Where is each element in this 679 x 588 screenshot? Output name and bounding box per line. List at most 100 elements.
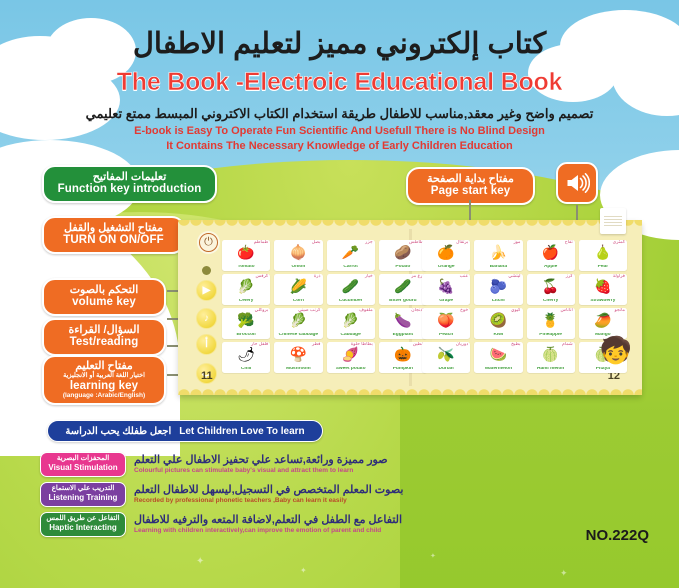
item-card-label-arabic: بروكلي (254, 308, 269, 312)
item-card-image: 🥒 (394, 278, 412, 294)
item-card-label-english: Tomato (237, 265, 255, 270)
item-card[interactable]: كيوي 🥝 Kiwi (474, 308, 523, 339)
callout-page-start-key-english: Page start key (430, 185, 511, 198)
item-card[interactable]: أناناس 🍍 Pineapple (526, 308, 575, 339)
book-top-edge (178, 220, 642, 229)
item-card-label-english: Celery (238, 299, 254, 304)
page-number-right: 12 (607, 370, 620, 382)
callout-volume-key: التحكم بالصوت volume key (42, 278, 166, 317)
callout-function-key-arabic: تعليمات المفاتيح (92, 171, 167, 183)
item-card-label-arabic: فاكهة التنين (603, 342, 625, 346)
item-card[interactable]: فلفل حار 🌶 Chili (222, 342, 271, 373)
item-card-label-english: Chili (240, 367, 252, 372)
item-card[interactable]: خوخ 🍑 Peach (422, 308, 471, 339)
item-card-label-arabic: شمام (562, 342, 573, 346)
power-button[interactable]: ⏻ (199, 233, 218, 252)
page-title-english: The Book -Electroic Educational Book (116, 68, 563, 97)
item-card-image: 🫒 (437, 346, 455, 362)
item-card[interactable]: مانجو 🥭 Mango (578, 308, 627, 339)
item-card-label-arabic: دوريان (455, 342, 469, 346)
item-card-label-arabic: موز (513, 240, 521, 244)
item-card-label-arabic: تفاح (564, 240, 573, 244)
item-card-image: 🥬 (289, 312, 308, 328)
tagline-arabic: اجعل طفلك يحب الدراسة (65, 425, 172, 437)
item-card-image: 🌶 (237, 346, 256, 362)
badge-haptic-interacting: التفاعل عن طريق اللمس Haptic Interacting (40, 512, 126, 537)
item-card-label-arabic: قرع مر (411, 274, 425, 278)
item-card[interactable]: كرز 🍒 Cherry (526, 274, 575, 305)
callout-page-start-key-arabic: مفتاح بداية الصفحة (427, 173, 514, 185)
item-card[interactable]: كرفس 🥬 Celery (222, 274, 271, 305)
item-card[interactable]: عنب 🍇 Grape (422, 274, 471, 305)
feature-row-haptic-interacting: التفاعل عن طريق اللمس Haptic Interacting… (40, 512, 402, 537)
item-card[interactable]: فطر 🍄 Mushroom (274, 342, 323, 373)
item-card[interactable]: قرع مر 🥒 Bitter gourd (378, 274, 427, 305)
item-card[interactable]: جزر 🥕 Carrot (326, 240, 375, 271)
item-card-label-arabic: ملفوف (359, 308, 373, 312)
item-card-image: 🫐 (489, 278, 508, 294)
item-card-label-english: Cherry (542, 299, 559, 304)
item-card-label-arabic: أناناس (560, 308, 573, 312)
item-card[interactable]: كمثرى 🍐 Pear (578, 240, 627, 271)
volume-key-button[interactable]: ▶ (196, 280, 217, 301)
item-card-image: 🍊 (437, 244, 455, 260)
item-card-label-arabic: كيوي (510, 308, 521, 312)
model-number: NO.222Q (585, 527, 649, 544)
item-card[interactable]: شمام 🍈 Hami melon (526, 342, 575, 373)
subtitle-arabic: تصميم واضح وغير معقد,مناسب للاطفال طريقة… (85, 106, 594, 121)
learning-key-button-a[interactable]: أ (196, 334, 217, 355)
item-card[interactable]: فاكهة التنين 🍈 Pitaya (578, 342, 627, 373)
item-card[interactable]: برتقال 🍊 Orange (422, 240, 471, 271)
item-card[interactable]: باذنجان 🍆 Eggplant (378, 308, 427, 339)
item-card-label-arabic: كرنب صيني (298, 308, 321, 312)
sparkle-decoration: ✦ (196, 556, 205, 567)
callout-turn-on-off-arabic: مفتاح التشغيل والقفل (63, 222, 164, 234)
speaker-icon (556, 162, 598, 204)
item-card-label-arabic: خيار (364, 274, 373, 278)
item-card-image: 🥬 (237, 278, 255, 294)
item-card-label-arabic: مانجو (614, 308, 625, 312)
item-card[interactable]: بروكلي 🥦 Broccoli (222, 308, 271, 339)
item-card-label-english: Eggplant (392, 333, 414, 338)
item-card[interactable]: موز 🍌 Banana (474, 240, 523, 271)
callout-learning-key: مفتاح التعليم اختيار اللغة العربية أو ال… (42, 355, 166, 405)
item-card-image: 🥦 (237, 312, 255, 328)
item-card[interactable]: ذرة 🌽 Corn (274, 274, 323, 305)
item-card[interactable]: يقطين 🎃 Pumpkin (378, 342, 427, 373)
item-card[interactable]: بطيخ 🍉 Watermelon (474, 342, 523, 373)
item-card[interactable]: ليتشي 🫐 Litchi (474, 274, 523, 305)
bookmark-icon (600, 208, 626, 234)
test-reading-key-button[interactable]: ♪ (196, 308, 217, 329)
item-card-image: 🍉 (489, 346, 508, 362)
item-card[interactable]: كرنب صيني 🥬 Chinese cabbage (274, 308, 323, 339)
item-card-image: 🎃 (394, 346, 412, 362)
item-card[interactable]: بطاطا حلوة 🍠 Sweet potato (326, 342, 375, 373)
item-card[interactable]: خيار 🥒 Cucumber (326, 274, 375, 305)
item-card-label-english: Mango (595, 333, 611, 338)
item-card[interactable]: تفاح 🍎 Apple (526, 240, 575, 271)
book-page-right: برتقال 🍊 Orange موز 🍌 Banana تفاح 🍎 Apple كمثرى 🍐 P… (422, 240, 627, 376)
item-card-label-english: Potato (395, 265, 411, 270)
item-card[interactable]: دوريان 🫒 Durian (422, 342, 471, 373)
item-card-label-english: Pitaya (595, 367, 610, 372)
item-card-label-english: Durian (438, 367, 454, 372)
item-card[interactable]: بصل 🧅 Onion (274, 240, 323, 271)
badge-listening-training-arabic: التدريب علي الاستماع (51, 485, 115, 492)
item-card[interactable]: بطاطس 🥔 Potato (378, 240, 427, 271)
page-title-arabic: كتاب إلكتروني مميز لتعليم الاطفال (132, 28, 547, 60)
callout-turn-on-off: مفتاح التشغيل والقفل TURN ON ON/OFF (42, 216, 185, 255)
item-card[interactable]: ملفوف 🥬 Cabbage (326, 308, 375, 339)
book-spine (409, 229, 412, 386)
callout-learning-key-english: learning key (69, 379, 139, 392)
item-card[interactable]: فراولة 🍓 Strawberry (578, 274, 627, 305)
item-card-label-english: Pineapple (539, 333, 562, 338)
item-card-label-english: Onion (291, 265, 306, 270)
learning-key-button-b[interactable]: ب (196, 363, 217, 384)
item-card-label-english: Pumpkin (392, 367, 413, 372)
callout-learning-key-arabic-sub: اختيار اللغة العربية أو الانجليزية (63, 372, 145, 380)
badge-listening-training-english: Listening Training (48, 493, 118, 503)
item-card[interactable]: طماطم 🍅 Tomato (222, 240, 271, 271)
item-card-image: 🍐 (594, 244, 612, 260)
leader-line-vertical (469, 200, 471, 222)
